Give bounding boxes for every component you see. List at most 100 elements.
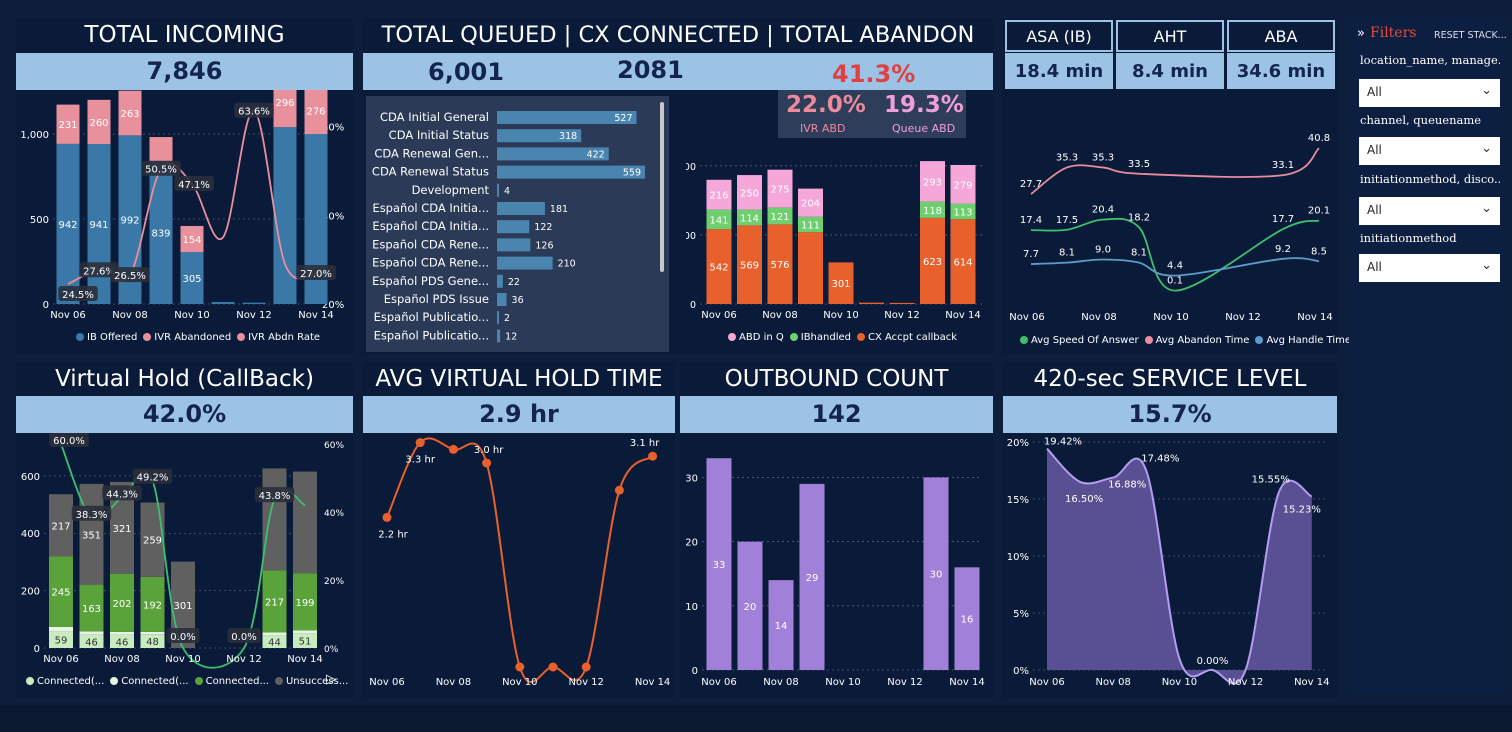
outbound-chart[interactable]: 0 10 20 30 33 20 14 29 30 16 Nov 06 Nov 08 Nov 10 Nov… bbox=[680, 433, 993, 698]
bar-label: 46 bbox=[116, 637, 129, 648]
virtual-hold-chart[interactable]: 0 200 400 600 0% 20% 40% 60% 59 245 217 46 163 351 46 2… bbox=[16, 433, 353, 698]
queue-name-label: Development bbox=[412, 183, 490, 197]
queue-bar-value: 126 bbox=[535, 240, 553, 251]
filters-collapse-icon[interactable]: » bbox=[1357, 26, 1365, 41]
legend-item[interactable]: Connected(... bbox=[20, 676, 104, 687]
queued-bar-chart[interactable]: 0 500 1000 542 141 216 569 114 250 576 121 275 111 20… bbox=[686, 142, 986, 332]
bar-cx-accpt-callback bbox=[706, 229, 732, 304]
total-incoming-chart[interactable]: 0 500 1,000 20% 40% 60% 942 231 941 260 992 263 839 3… bbox=[16, 90, 353, 354]
metric-header-1: AHT bbox=[1116, 20, 1224, 52]
legend-item[interactable]: Connected... bbox=[189, 676, 269, 687]
y2-tick-label: 40% bbox=[324, 509, 344, 519]
x-tick-label: Nov 12 bbox=[1228, 677, 1263, 688]
bar-label: 33 bbox=[713, 560, 726, 571]
bar-label: 231 bbox=[58, 120, 77, 131]
metric-value-1: 8.4 min bbox=[1116, 53, 1224, 89]
x-tick-label: Nov 08 bbox=[1095, 677, 1130, 688]
point-avg-hold bbox=[448, 444, 458, 454]
legend-item[interactable]: IBhandled bbox=[784, 332, 851, 343]
bar-label: 141 bbox=[709, 215, 728, 226]
bar-callback-0 bbox=[262, 635, 287, 648]
filter-dropdown[interactable]: All ⌄ bbox=[1359, 137, 1500, 165]
point-avg-hold bbox=[548, 662, 558, 672]
bar-ibhandled bbox=[798, 216, 823, 233]
area-service-level bbox=[1047, 448, 1312, 684]
y-tick-label: 400 bbox=[21, 529, 40, 540]
bar-label: 20 bbox=[744, 602, 757, 613]
metric-header-2: ABA bbox=[1227, 20, 1335, 52]
y2-tick-label: 20% bbox=[324, 577, 344, 587]
legend-item[interactable]: CX Accpt callback bbox=[851, 332, 957, 343]
y-tick-label: 0 bbox=[692, 666, 698, 677]
avg-hold-panel: AVG VIRTUAL HOLD TIME 2.9 hr 2.2 hr 3.3 h… bbox=[363, 362, 675, 698]
bar-label: 51 bbox=[299, 637, 312, 648]
service-level-title: 420-sec SERVICE LEVEL bbox=[1033, 366, 1307, 392]
bar-label: 121 bbox=[770, 212, 789, 223]
filter-dropdown[interactable]: All ⌄ bbox=[1359, 197, 1500, 225]
point-label: 35.3 bbox=[1092, 152, 1114, 163]
handle-metrics-chart[interactable]: 17.4 17.5 20.4 18.2 0.1 17.7 20.1 27.7 35.3 35.3 3… bbox=[1003, 96, 1337, 336]
legend-next-icon[interactable]: ▷ bbox=[326, 672, 336, 687]
queue-name-label: Español CDA Initia... bbox=[372, 201, 489, 215]
x-tick-label: Nov 14 bbox=[945, 310, 980, 321]
bar-label: 217 bbox=[265, 597, 284, 608]
bar-cx-accpt-callback bbox=[920, 217, 945, 304]
line-avg-speed-of-answer bbox=[1030, 217, 1320, 292]
bar-label: 250 bbox=[740, 188, 759, 199]
filter-dropdown[interactable]: All ⌄ bbox=[1359, 254, 1500, 282]
legend-item[interactable]: Unsuccess... bbox=[269, 676, 348, 687]
queue-bar-value: 422 bbox=[587, 149, 605, 160]
bar-callback-1 bbox=[293, 630, 317, 634]
legend-item[interactable]: Avg Abandon Time bbox=[1139, 335, 1249, 346]
service-level-chart[interactable]: 0% 5% 10% 15% 20% 19.42% 16.50% 16.88% 17.48% 0.0… bbox=[1003, 433, 1337, 698]
queue-list-chart[interactable]: CDA Initial General 527 CDA Initial Status… bbox=[366, 96, 669, 352]
bar-ib-offered bbox=[242, 302, 266, 304]
x-tick-label: Nov 14 bbox=[635, 677, 670, 688]
y2-tick-label: 60% bbox=[322, 123, 344, 134]
rate-label: 27.6% bbox=[83, 266, 115, 277]
point-label: 17.7 bbox=[1272, 214, 1294, 225]
bar-ivr-abandoned bbox=[273, 90, 297, 128]
rate-label: 43.8% bbox=[259, 491, 291, 502]
legend-item[interactable]: IVR Abandoned bbox=[137, 332, 231, 343]
rate-label: 0.0% bbox=[231, 632, 256, 643]
line-service-level bbox=[1046, 447, 1313, 685]
ivr-abd-value: 22.0% bbox=[786, 92, 866, 118]
point-label: 0.1 bbox=[1167, 276, 1183, 287]
queue-bar-value: 2 bbox=[504, 313, 510, 324]
point-label: 40.8 bbox=[1308, 133, 1330, 144]
bar-label: 59 bbox=[55, 636, 68, 647]
reset-stack-button[interactable]: RESET STACK... bbox=[1434, 30, 1507, 41]
avg-hold-chart[interactable]: 2.2 hr 3.3 hr 3.0 hr 3.1 hr Nov 06 Nov 08 Nov … bbox=[363, 433, 675, 698]
point-avg-hold bbox=[648, 451, 658, 461]
bar-label: 48 bbox=[146, 637, 159, 648]
legend-item[interactable]: Avg Speed Of Answer bbox=[1014, 335, 1139, 346]
point-avg-hold bbox=[581, 662, 591, 672]
chevron-down-icon: ⌄ bbox=[1481, 258, 1492, 273]
bar-label: 204 bbox=[801, 199, 820, 210]
legend-item[interactable]: IVR Abdn Rate bbox=[231, 332, 320, 343]
queue-bar-value: 559 bbox=[623, 168, 641, 179]
bar-label: 275 bbox=[770, 185, 789, 196]
bar-label: 16 bbox=[961, 615, 974, 626]
line-avg-hold bbox=[386, 437, 654, 683]
filter-dropdown[interactable]: All ⌄ bbox=[1359, 79, 1500, 107]
y2-tick-label: 40% bbox=[322, 211, 344, 222]
total-queued-title: TOTAL QUEUED | CX CONNECTED | TOTAL ABAN… bbox=[381, 22, 975, 48]
legend-item[interactable]: Avg Handle Time bbox=[1249, 335, 1351, 346]
y-tick-label: 1000 bbox=[686, 162, 696, 173]
legend-item[interactable]: ABD in Q bbox=[722, 332, 784, 343]
y-tick-label: 30 bbox=[685, 473, 698, 484]
legend-item[interactable]: Connected(... bbox=[104, 676, 189, 687]
filters-title: Filters bbox=[1370, 25, 1417, 41]
rate-label-bg bbox=[174, 175, 214, 191]
total-incoming-kpi: 7,846 bbox=[16, 53, 353, 90]
point-label: 4.4 bbox=[1167, 261, 1183, 272]
x-tick-label: Nov 12 bbox=[1225, 312, 1260, 323]
bar-label: 296 bbox=[275, 98, 294, 109]
legend-item[interactable]: IB Offered bbox=[70, 332, 137, 343]
virtual-hold-panel: Virtual Hold (CallBack) 42.0% 0 200 400 600… bbox=[16, 362, 353, 698]
queue-list-scrollbar[interactable] bbox=[660, 102, 664, 272]
virtual-hold-title: Virtual Hold (CallBack) bbox=[55, 366, 314, 392]
x-tick-label: Nov 06 bbox=[1009, 312, 1044, 323]
